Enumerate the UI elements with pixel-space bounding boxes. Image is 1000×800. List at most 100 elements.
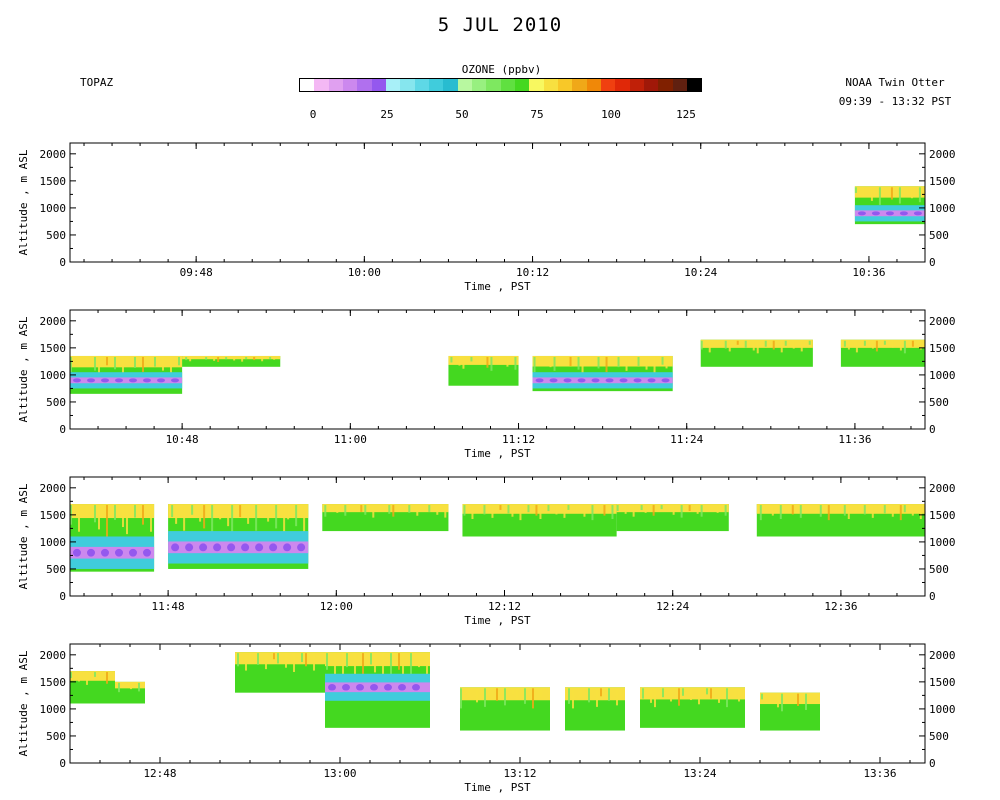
ozone-segment-upper <box>448 355 519 365</box>
ozone-speckle <box>138 682 140 692</box>
y-tick-label: 500 <box>46 563 66 576</box>
ozone-speckle <box>241 356 244 362</box>
ozone-minimum-cell <box>633 378 642 383</box>
ozone-speckle <box>653 356 656 374</box>
ozone-speckle <box>239 505 242 518</box>
colorbar-tick: 25 <box>380 108 394 121</box>
ozone-minimum-cell <box>199 543 208 552</box>
ozone-speckle <box>611 505 614 520</box>
ozone-minimum-cell <box>370 684 378 691</box>
ozone-speckle <box>847 340 850 350</box>
ozone-speckle <box>98 356 100 375</box>
colorbar-swatch <box>500 79 515 91</box>
ozone-speckle <box>362 653 364 684</box>
ozone-minimum-cell <box>412 684 420 691</box>
ozone-speckle <box>267 505 270 522</box>
colorbar-tick: 100 <box>601 108 621 121</box>
ozone-segment-upper <box>854 186 925 198</box>
ozone-minimum-cell <box>871 211 880 216</box>
ozone-speckle <box>549 356 552 368</box>
ozone-speckle <box>150 505 152 532</box>
ozone-speckle <box>233 356 236 361</box>
ozone-speckle <box>605 356 608 373</box>
ozone-speckle <box>734 688 736 698</box>
ozone-speckle <box>910 187 913 199</box>
ozone-speckle <box>899 340 902 351</box>
ozone-very-low-layer <box>70 546 155 559</box>
colorbar-tick: 50 <box>455 108 469 121</box>
colorbar-swatch <box>557 79 573 91</box>
ozone-speckle <box>118 682 120 693</box>
ozone-speckle <box>815 505 818 514</box>
ozone-speckle <box>478 356 481 365</box>
ozone-speckle <box>875 505 878 510</box>
ozone-speckle <box>183 505 186 531</box>
ozone-speckle <box>595 505 598 513</box>
y-axis-label: Altitude , m ASL <box>17 149 30 255</box>
y-tick-label: 1000 <box>929 703 956 716</box>
ozone-speckle <box>716 340 719 346</box>
ozone-speckle <box>903 505 906 513</box>
ozone-minimum-cell <box>73 548 81 557</box>
colorbar-swatch <box>371 79 386 91</box>
ozone-speckle <box>855 340 858 353</box>
ozone-speckle <box>700 340 703 350</box>
ozone-speckle <box>134 505 136 518</box>
ozone-speckle <box>436 505 439 515</box>
x-tick-label: 11:36 <box>838 433 871 446</box>
colorbar-swatch <box>414 79 429 91</box>
ozone-minimum-cell <box>185 543 194 552</box>
ozone-speckle <box>854 187 857 193</box>
colorbar-tick: 75 <box>530 108 544 121</box>
ozone-speckle <box>661 356 664 365</box>
ozone-speckle <box>708 340 711 353</box>
ozone-speckle <box>625 356 628 371</box>
y-tick-label: 2000 <box>929 148 956 161</box>
ozone-speckle <box>698 688 700 705</box>
ozone-speckle <box>591 505 594 521</box>
ozone-speckle <box>418 653 420 668</box>
ozone-speckle <box>332 505 335 511</box>
ozone-speckle <box>738 688 740 702</box>
ozone-very-low-layer <box>70 377 183 384</box>
ozone-segment-upper <box>70 671 115 681</box>
ozone-speckle <box>891 340 894 348</box>
ozone-minimum-cell <box>328 684 336 691</box>
plot-frame <box>69 309 926 430</box>
ozone-speckle <box>86 672 88 685</box>
ozone-speckle <box>682 688 684 696</box>
colorbar-swatch <box>457 79 472 91</box>
x-axis-label: Time , PST <box>464 781 531 794</box>
ozone-speckle <box>716 505 719 513</box>
y-tick-label: 500 <box>929 730 949 743</box>
ozone-speckle <box>217 356 220 363</box>
ozone-speckle <box>245 653 247 671</box>
ozone-minimum-cell <box>398 684 406 691</box>
ozone-speckle <box>273 653 275 660</box>
ozone-speckle <box>122 682 124 687</box>
ozone-speckle <box>255 505 258 531</box>
ozone-speckle <box>672 505 675 515</box>
instrument-label: TOPAZ <box>80 76 114 89</box>
colorbar-swatch <box>672 79 687 91</box>
ozone-speckle <box>382 653 384 681</box>
colorbar-swatch <box>572 79 587 91</box>
plot-frame <box>69 476 926 597</box>
ozone-speckle <box>843 340 846 347</box>
y-tick-label: 1000 <box>40 703 67 716</box>
ozone-speckle <box>219 505 222 520</box>
ozone-speckle <box>352 505 355 510</box>
y-tick-label: 1000 <box>40 536 67 549</box>
colorbar-swatch <box>586 79 601 91</box>
ozone-speckle <box>555 505 558 515</box>
ozone-speckle <box>498 356 501 364</box>
colorbar-swatch <box>543 79 558 91</box>
ozone-speckle <box>488 688 490 697</box>
ozone-speckle <box>855 505 858 512</box>
y-tick-label: 500 <box>929 229 949 242</box>
ozone-minimum-cell <box>129 548 137 557</box>
y-tick-label: 0 <box>59 423 66 436</box>
x-tick-label: 10:12 <box>516 266 549 279</box>
ozone-speckle <box>862 187 865 197</box>
ozone-speckle <box>759 505 762 521</box>
